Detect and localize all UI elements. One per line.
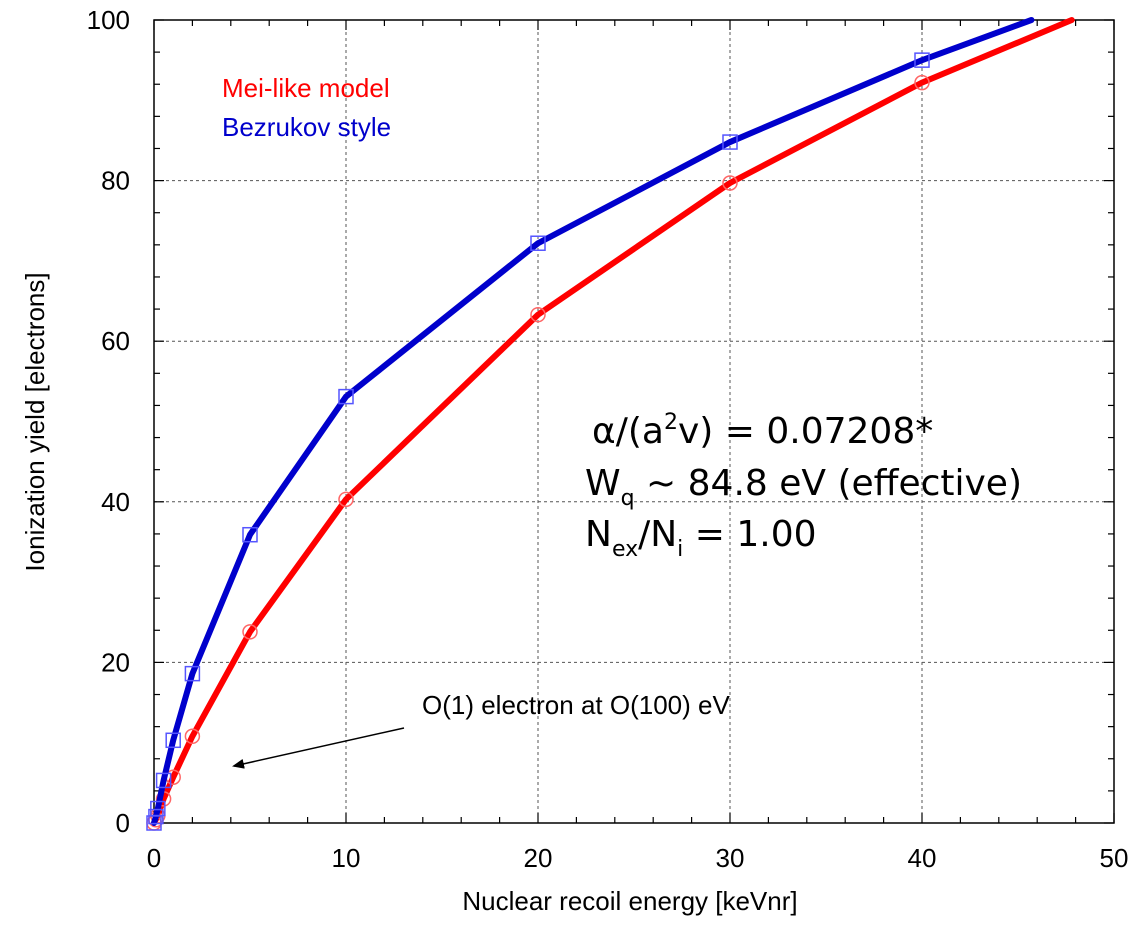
x-tick-label: 40: [908, 843, 937, 873]
annotation-alpha-sup: 2: [664, 410, 678, 435]
data-point-bezrukov: [338, 388, 354, 405]
data-point-bezrukov: [914, 52, 930, 68]
data-point-mei: [530, 306, 546, 323]
data-point-mei: [722, 175, 738, 191]
y-tick-label: 0: [116, 808, 130, 838]
annotation-wq-sub: q: [621, 486, 635, 511]
y-tick-label: 80: [101, 166, 130, 196]
data-point-bezrukov: [165, 732, 181, 749]
annotation-nex-rest: = 1.00: [683, 514, 816, 555]
x-tick-label: 10: [332, 843, 361, 873]
y-tick-label: 20: [101, 647, 130, 677]
data-point-bezrukov: [155, 772, 172, 789]
data-point-bezrukov: [184, 665, 201, 682]
series-bezrukov: [146, 17, 1035, 831]
y-axis-label: Ionization yield [electrons]: [20, 272, 50, 571]
x-tick-label: 0: [147, 843, 161, 873]
annotation-alpha-rest: v) = 0.07208*: [678, 411, 933, 452]
data-point-mei: [184, 728, 201, 745]
y-tick-label: 100: [87, 5, 130, 35]
data-point-mei: [242, 624, 258, 640]
annotation-ni-sub: i: [677, 537, 683, 562]
annotation-wq-rest: ~ 84.8 eV (effective): [635, 463, 1022, 504]
data-point-mei: [914, 74, 930, 91]
annotation-nex-ni: Nex/Ni = 1.00: [585, 514, 817, 562]
data-series: [146, 17, 1075, 831]
annotation-wq: Wq ~ 84.8 eV (effective): [585, 463, 1022, 511]
annotation-alpha-main: α/(a: [592, 411, 664, 452]
data-point-bezrukov: [148, 808, 164, 825]
x-tick-label: 50: [1100, 843, 1129, 873]
annotation-nex-sub: ex: [612, 537, 638, 562]
legend-entry-bezrukov: Bezrukov style: [222, 112, 391, 142]
x-tick-label: 30: [716, 843, 745, 873]
data-point-bezrukov: [150, 800, 166, 817]
x-axis-label: Nuclear recoil energy [keVnr]: [462, 886, 797, 916]
data-point-bezrukov: [530, 235, 546, 251]
grid-lines: [154, 20, 1114, 823]
annotation-nex-mid: /N: [638, 514, 677, 555]
annotation-arrow: [232, 727, 405, 769]
legend-entry-mei: Mei-like model: [222, 73, 390, 103]
plot-frame: [153, 19, 1115, 824]
data-point-bezrukov: [722, 134, 738, 150]
y-tick-label: 40: [101, 487, 130, 517]
annotation-wq-main: W: [585, 463, 621, 504]
tick-labels: 0 10 20 30 40 50 0 20 40 60 80 100: [87, 5, 1129, 873]
data-point-mei: [338, 491, 354, 508]
y-tick-label: 60: [101, 326, 130, 356]
x-tick-label: 20: [524, 843, 553, 873]
data-point-bezrukov: [242, 526, 258, 543]
arrow-annotation-text: O(1) electron at O(100) eV: [422, 690, 730, 720]
annotation-alpha: α/(a2v) = 0.07208*: [592, 410, 933, 452]
annotation-nex-main: N: [585, 514, 612, 555]
